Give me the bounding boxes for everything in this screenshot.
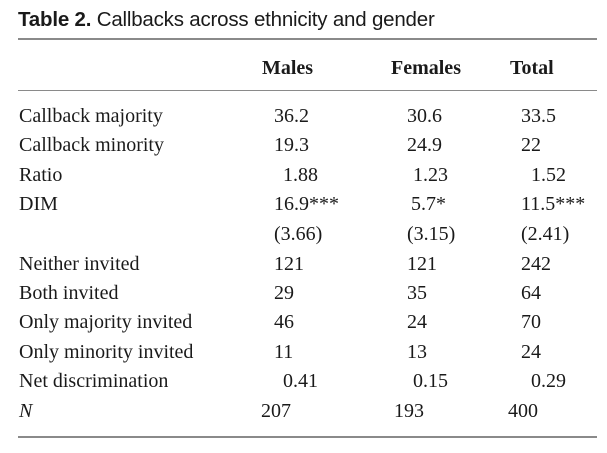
- cell-total: 242: [521, 253, 551, 275]
- cell-males: 1.88: [283, 164, 318, 186]
- cell-females: 1.23: [413, 164, 448, 186]
- cell-females: 193: [394, 400, 424, 422]
- caption-title: Callbacks across ethnicity and gender: [91, 8, 435, 31]
- cell-total: 1.52: [531, 164, 566, 186]
- cell-males: 29: [274, 282, 294, 304]
- row-label: N: [19, 400, 33, 422]
- table-row: Callback minority 19.3 24.9 22: [0, 134, 607, 162]
- cell-males: 16.9***: [274, 193, 339, 215]
- cell-males: 36.2: [274, 105, 309, 127]
- cell-females: 13: [407, 341, 427, 363]
- cell-females: 24.9: [407, 134, 442, 156]
- cell-males: 0.41: [283, 370, 318, 392]
- table-row: N 207 193 400: [0, 400, 607, 428]
- table-caption: Table 2. Callbacks across ethnicity and …: [18, 8, 435, 32]
- cell-females: 30.6: [407, 105, 442, 127]
- row-label: Callback minority: [19, 134, 164, 156]
- table-row: Only majority invited 46 24 70: [0, 311, 607, 339]
- cell-females: 35: [407, 282, 427, 304]
- row-label: Neither invited: [19, 253, 140, 275]
- cell-total: 400: [508, 400, 538, 422]
- cell-males: 11: [274, 341, 294, 363]
- cell-females: 24: [407, 311, 427, 333]
- column-header-females: Females: [391, 57, 461, 79]
- cell-males: 19.3: [274, 134, 309, 156]
- caption-label: Table 2.: [18, 8, 92, 31]
- cell-total: 0.29: [531, 370, 566, 392]
- cell-total: 64: [521, 282, 541, 304]
- row-label: Ratio: [19, 164, 63, 186]
- cell-total: 11.5***: [521, 193, 586, 215]
- cell-males: 46: [274, 311, 294, 333]
- cell-total: 70: [521, 311, 541, 333]
- column-header-males: Males: [262, 57, 314, 79]
- column-header-total: Total: [510, 57, 554, 79]
- table-row: Both invited 29 35 64: [0, 282, 607, 310]
- cell-males: 121: [274, 253, 304, 275]
- cell-total: 24: [521, 341, 541, 363]
- row-label: DIM: [19, 193, 58, 215]
- cell-females: 5.7*: [411, 193, 446, 215]
- cell-females: (3.15): [407, 223, 456, 245]
- table-row: Only minority invited 11 13 24: [0, 341, 607, 369]
- row-label: Both invited: [19, 282, 119, 304]
- cell-total: 33.5: [521, 105, 556, 127]
- cell-total: 22: [521, 134, 541, 156]
- header-rule: [18, 90, 597, 92]
- cell-total: (2.41): [521, 223, 570, 245]
- row-label: Only minority invited: [19, 341, 194, 363]
- row-label: Callback majority: [19, 105, 163, 127]
- table-row: (3.66) (3.15) (2.41): [0, 223, 607, 251]
- cell-males: (3.66): [274, 223, 323, 245]
- table-row: Callback majority 36.2 30.6 33.5: [0, 105, 607, 133]
- row-label: Only majority invited: [19, 311, 193, 333]
- cell-females: 0.15: [413, 370, 448, 392]
- table-row: Neither invited 121 121 242: [0, 253, 607, 281]
- cell-females: 121: [407, 253, 437, 275]
- row-label: Net discrimination: [19, 370, 169, 392]
- cell-males: 207: [261, 400, 291, 422]
- bottom-rule: [18, 436, 597, 438]
- top-rule: [18, 38, 597, 40]
- table-row: Ratio 1.88 1.23 1.52: [0, 164, 607, 192]
- table-row: DIM 16.9*** 5.7* 11.5***: [0, 193, 607, 221]
- table-row: Net discrimination 0.41 0.15 0.29: [0, 370, 607, 398]
